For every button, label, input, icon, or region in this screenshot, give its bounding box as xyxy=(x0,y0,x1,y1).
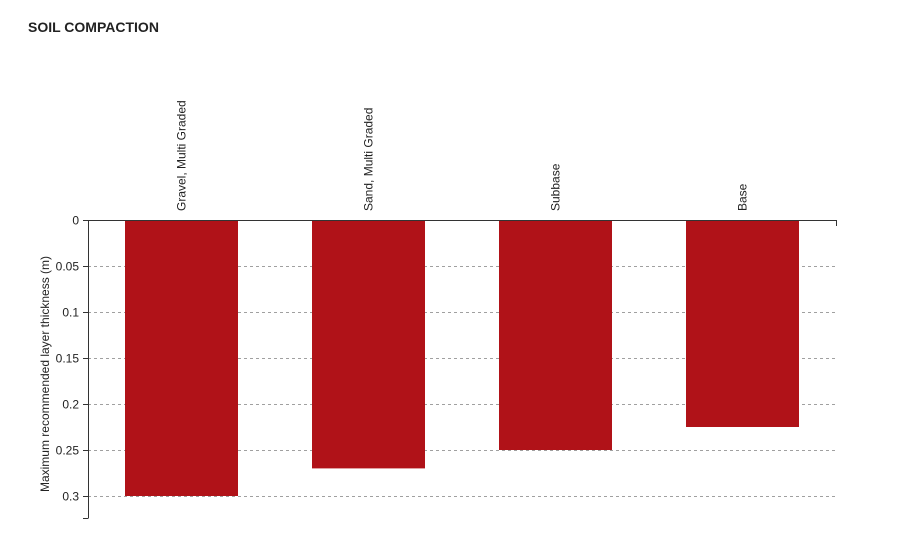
category-labels: Gravel, Multi Graded Sand, Multi Graded Su… xyxy=(175,100,750,211)
bar xyxy=(125,220,238,496)
category-label: Subbase xyxy=(549,163,563,211)
y-tick-label: 0.2 xyxy=(62,398,79,412)
bar xyxy=(686,220,799,427)
category-label: Sand, Multi Graded xyxy=(362,108,376,211)
y-tick-label: 0.25 xyxy=(56,444,80,458)
bars xyxy=(125,220,799,496)
y-tick-label: 0 xyxy=(72,214,79,228)
category-label: Gravel, Multi Graded xyxy=(175,100,189,211)
y-axis-title: Maximum recommended layer thickness (m) xyxy=(38,256,52,492)
y-tick-label: 0.15 xyxy=(56,352,80,366)
y-tick-label: 0.05 xyxy=(56,260,80,274)
bar xyxy=(499,220,612,450)
y-tick-label: 0.3 xyxy=(62,490,79,504)
chart-title: SOIL COMPACTION xyxy=(28,19,159,35)
bar xyxy=(312,220,425,469)
category-label: Base xyxy=(736,183,750,211)
axes xyxy=(83,220,837,519)
gridlines xyxy=(88,266,836,497)
y-tick-label: 0.1 xyxy=(62,306,79,320)
y-tick-labels: 0 0.05 0.1 0.15 0.2 0.25 0.3 xyxy=(56,214,80,504)
